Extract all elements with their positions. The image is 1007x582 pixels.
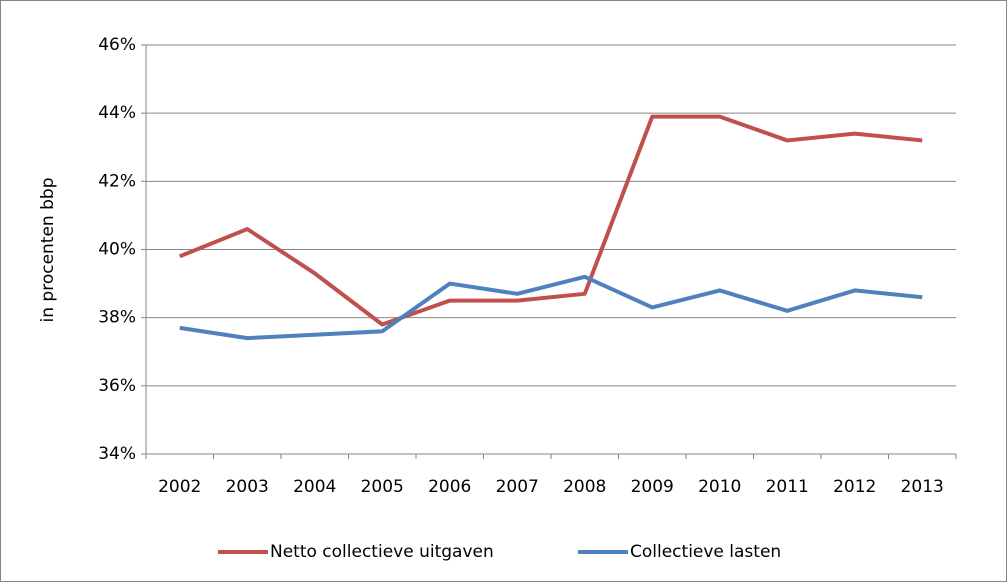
legend-label: Collectieve lasten xyxy=(630,542,781,562)
x-tick-label: 2011 xyxy=(766,477,809,497)
y-tick-label: 42% xyxy=(98,171,136,191)
x-tick-label: 2003 xyxy=(226,477,269,497)
x-tick-label: 2002 xyxy=(158,477,201,497)
y-tick-label: 46% xyxy=(98,35,136,55)
x-tick-label: 2004 xyxy=(293,477,336,497)
x-tick-label: 2006 xyxy=(428,477,471,497)
x-tick-label: 2012 xyxy=(833,477,876,497)
y-tick-label: 44% xyxy=(98,103,136,123)
legend-label: Netto collectieve uitgaven xyxy=(270,542,494,562)
y-tick-label: 36% xyxy=(98,376,136,396)
x-tick-label: 2013 xyxy=(901,477,944,497)
y-tick-label: 34% xyxy=(98,444,136,464)
series-line xyxy=(179,114,923,327)
x-tick-label: 2007 xyxy=(496,477,539,497)
x-tick-label: 2008 xyxy=(563,477,606,497)
x-tick-label: 2010 xyxy=(698,477,741,497)
x-tick-label: 2009 xyxy=(631,477,674,497)
y-axis-title: in procenten bbp xyxy=(38,178,58,323)
y-tick-label: 38% xyxy=(98,308,136,328)
series-line xyxy=(179,274,923,341)
y-tick-label: 40% xyxy=(98,240,136,260)
x-tick-label: 2005 xyxy=(361,477,404,497)
